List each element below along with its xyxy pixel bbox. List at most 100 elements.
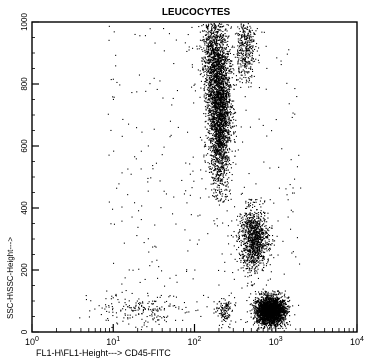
data-point — [243, 228, 245, 230]
data-point — [242, 267, 244, 269]
data-point — [243, 238, 245, 240]
data-point — [272, 240, 274, 242]
data-point — [206, 93, 208, 95]
data-point — [249, 30, 251, 32]
data-point — [259, 234, 261, 236]
data-point — [228, 89, 230, 91]
data-point — [214, 151, 216, 153]
data-point — [250, 293, 252, 295]
data-point — [230, 106, 232, 108]
data-point — [226, 189, 228, 191]
data-point — [218, 104, 220, 106]
data-point — [220, 143, 222, 145]
data-point — [214, 142, 216, 144]
data-point — [220, 67, 222, 69]
data-point — [257, 257, 259, 259]
data-point — [215, 148, 217, 150]
data-point — [254, 231, 256, 233]
data-point — [204, 44, 206, 46]
data-point — [248, 29, 250, 31]
data-point — [249, 41, 251, 43]
data-point — [284, 317, 286, 319]
data-point — [252, 255, 254, 257]
data-point — [258, 238, 260, 240]
data-point — [217, 139, 219, 141]
data-point — [225, 112, 227, 114]
data-point — [266, 263, 268, 265]
data-point — [222, 87, 224, 89]
data-point — [227, 92, 229, 94]
data-point — [219, 34, 221, 36]
data-point — [229, 120, 231, 122]
data-point — [233, 132, 235, 134]
data-point — [213, 91, 215, 93]
data-point — [225, 84, 227, 86]
data-point — [225, 122, 227, 124]
data-point — [214, 93, 216, 95]
data-point — [211, 155, 213, 157]
data-point — [220, 30, 222, 32]
data-point — [204, 30, 206, 32]
data-point — [256, 244, 258, 246]
data-point — [250, 36, 252, 38]
data-point — [215, 151, 217, 153]
data-point — [244, 54, 246, 56]
data-point — [230, 119, 232, 121]
data-point — [224, 39, 226, 41]
data-point — [218, 142, 220, 144]
data-point — [224, 110, 226, 112]
data-point — [211, 78, 213, 80]
data-point — [216, 111, 218, 113]
data-point — [229, 149, 231, 151]
data-point — [248, 245, 250, 247]
data-point — [218, 105, 220, 107]
data-point — [208, 88, 210, 90]
data-point — [214, 138, 216, 140]
data-point — [249, 221, 251, 223]
data-point — [267, 261, 269, 263]
data-point — [219, 98, 221, 100]
data-point — [222, 71, 224, 73]
data-point — [216, 197, 218, 199]
data-point — [220, 172, 222, 174]
data-point — [216, 79, 218, 81]
data-point — [222, 193, 224, 195]
data-point — [259, 248, 261, 250]
data-point — [250, 254, 252, 256]
data-point — [229, 123, 231, 125]
data-point — [227, 88, 229, 90]
data-point — [208, 98, 210, 100]
data-point — [220, 115, 222, 117]
data-point — [230, 103, 232, 105]
data-point — [214, 75, 216, 77]
data-point — [254, 248, 256, 250]
data-point — [214, 64, 216, 66]
data-point — [255, 228, 257, 230]
data-point — [249, 234, 251, 236]
data-point — [211, 155, 213, 157]
data-point — [258, 230, 260, 232]
data-point — [225, 68, 227, 70]
data-point — [250, 270, 252, 272]
data-point — [245, 262, 247, 264]
data-point — [210, 44, 212, 46]
data-point — [216, 30, 218, 32]
data-point — [220, 152, 222, 154]
data-point — [206, 137, 208, 139]
data-point — [215, 169, 217, 171]
data-point — [261, 291, 263, 293]
data-point — [215, 109, 217, 111]
data-point — [228, 101, 230, 103]
data-point — [255, 233, 257, 235]
data-point — [213, 177, 215, 179]
data-point — [216, 173, 218, 175]
data-point — [210, 125, 212, 127]
data-point — [252, 70, 254, 72]
data-point — [205, 85, 207, 87]
data-point — [210, 97, 212, 99]
data-point — [218, 134, 220, 136]
data-point — [257, 261, 259, 263]
data-point — [213, 49, 215, 51]
data-point — [213, 52, 215, 54]
data-point — [201, 40, 203, 42]
